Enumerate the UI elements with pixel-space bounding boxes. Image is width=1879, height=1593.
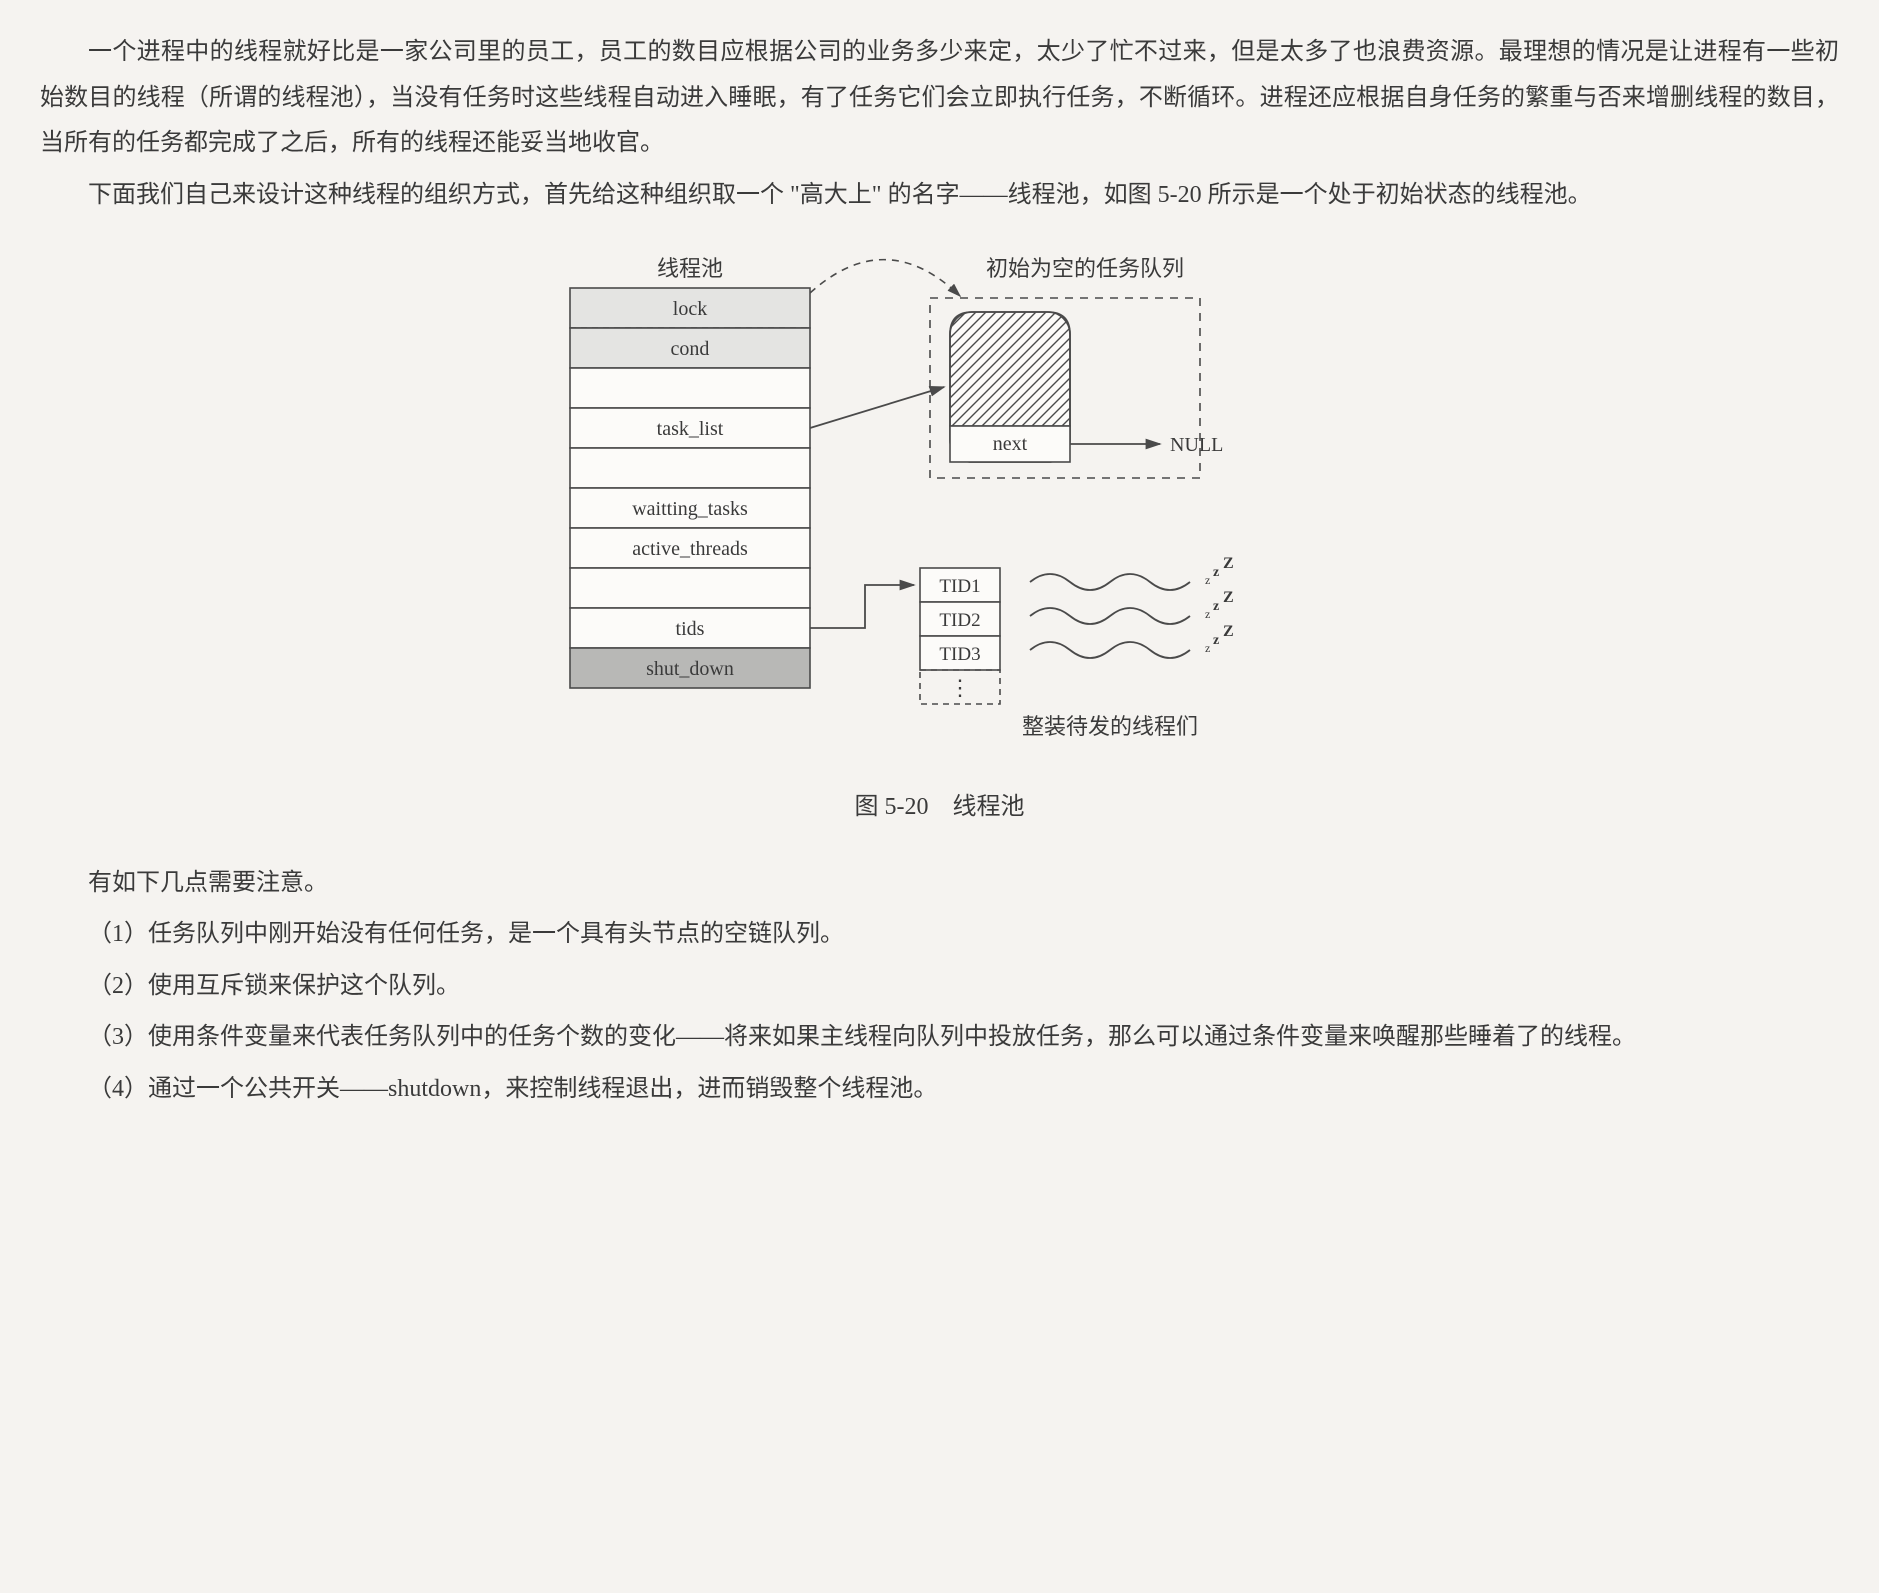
body-paragraph: 下面我们自己来设计这种线程的组织方式，首先给这种组织取一个 "高大上" 的名字—… xyxy=(40,173,1839,219)
svg-text:z: z xyxy=(1205,641,1210,655)
svg-text:Z: Z xyxy=(1223,555,1234,572)
svg-text:TID1: TID1 xyxy=(939,576,980,597)
svg-text:shut_down: shut_down xyxy=(646,658,734,680)
svg-text:TID3: TID3 xyxy=(939,644,980,665)
figure-5-20: 线程池 lock cond task_list waitting_tasksactive… xyxy=(40,248,1839,830)
svg-text:task_list: task_list xyxy=(656,418,723,440)
svg-text:next: next xyxy=(992,433,1027,455)
body-paragraph: 一个进程中的线程就好比是一家公司里的员工，员工的数目应根据公司的业务多少来定，太… xyxy=(40,30,1839,167)
list-item-2: （2）使用互斥锁来保护这个队列。 xyxy=(40,964,1839,1010)
svg-text:z: z xyxy=(1205,573,1210,587)
svg-text:NULL: NULL xyxy=(1170,434,1223,456)
svg-text:线程池: 线程池 xyxy=(656,256,722,281)
svg-text:z: z xyxy=(1213,565,1219,580)
svg-text:TID2: TID2 xyxy=(939,610,980,631)
svg-text:⋮: ⋮ xyxy=(949,675,971,700)
svg-text:z: z xyxy=(1213,599,1219,614)
svg-text:z: z xyxy=(1213,633,1219,648)
list-item-3: （3）使用条件变量来代表任务队列中的任务个数的变化——将来如果主线程向队列中投放… xyxy=(40,1015,1839,1061)
svg-text:Z: Z xyxy=(1223,623,1234,640)
svg-text:整装待发的线程们: 整装待发的线程们 xyxy=(1021,714,1197,739)
svg-text:z: z xyxy=(1205,607,1210,621)
svg-text:waitting_tasks: waitting_tasks xyxy=(632,498,748,520)
svg-text:lock: lock xyxy=(672,298,706,320)
list-item-1: （1）任务队列中刚开始没有任何任务，是一个具有头节点的空链队列。 xyxy=(40,912,1839,958)
svg-text:初始为空的任务队列: 初始为空的任务队列 xyxy=(985,256,1183,281)
svg-text:tids: tids xyxy=(675,618,704,640)
body-paragraph: 有如下几点需要注意。 xyxy=(40,861,1839,907)
svg-text:cond: cond xyxy=(670,338,709,360)
svg-text:active_threads: active_threads xyxy=(632,538,748,560)
thread-pool-diagram: 线程池 lock cond task_list waitting_tasksactive… xyxy=(490,248,1390,748)
svg-text:Z: Z xyxy=(1223,589,1234,606)
list-item-4: （4）通过一个公共开关——shutdown，来控制线程退出，进而销毁整个线程池。 xyxy=(40,1067,1839,1113)
figure-caption: 图 5-20 线程池 xyxy=(40,785,1839,831)
